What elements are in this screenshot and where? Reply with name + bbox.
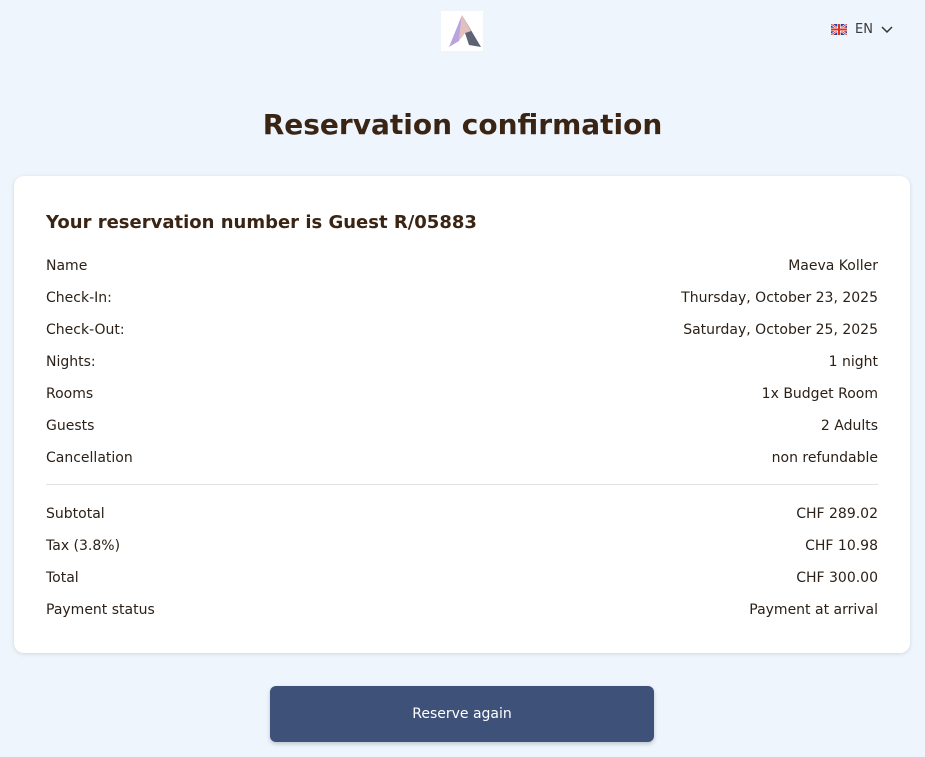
row-value: CHF 10.98	[805, 538, 878, 554]
row-label: Check-Out:	[46, 322, 125, 338]
mountain-logo-icon	[449, 15, 481, 47]
detail-row: Payment status Payment at arrival	[46, 594, 878, 626]
row-label: Payment status	[46, 602, 155, 618]
logo[interactable]	[441, 11, 483, 51]
row-value: 1x Budget Room	[761, 386, 878, 402]
reservation-details: Name Maeva Koller Check-In: Thursday, Octob…	[46, 250, 878, 474]
detail-row: Cancellation non refundable	[46, 442, 878, 474]
row-label: Subtotal	[46, 506, 105, 522]
language-selector[interactable]: EN	[831, 22, 893, 37]
detail-row: Name Maeva Koller	[46, 250, 878, 282]
divider	[46, 484, 878, 485]
detail-row: Guests 2 Adults	[46, 410, 878, 442]
detail-row: Rooms 1x Budget Room	[46, 378, 878, 410]
row-label: Total	[46, 570, 79, 586]
row-label: Name	[46, 258, 88, 274]
row-label: Check-In:	[46, 290, 112, 306]
row-value: CHF 300.00	[796, 570, 878, 586]
price-summary: Subtotal CHF 289.02 Tax (3.8%) CHF 10.98 Tot…	[46, 498, 878, 626]
reservation-number-heading: Your reservation number is Guest R/05883	[46, 212, 477, 233]
row-label: Cancellation	[46, 450, 133, 466]
reserve-again-button[interactable]: Reserve again	[270, 686, 654, 742]
detail-row: Subtotal CHF 289.02	[46, 498, 878, 530]
chevron-down-icon	[881, 25, 893, 33]
row-label: Guests	[46, 418, 95, 434]
detail-row: Check-Out: Saturday, October 25, 2025	[46, 314, 878, 346]
row-value: 1 night	[828, 354, 878, 370]
row-label: Rooms	[46, 386, 94, 402]
detail-row: Check-In: Thursday, October 23, 2025	[46, 282, 878, 314]
row-value: Thursday, October 23, 2025	[681, 290, 878, 306]
page-title: Reservation confirmation	[262, 108, 663, 141]
row-value: Saturday, October 25, 2025	[683, 322, 878, 338]
uk-flag-icon	[831, 24, 847, 35]
detail-row: Total CHF 300.00	[46, 562, 878, 594]
detail-row: Nights: 1 night	[46, 346, 878, 378]
row-value: non refundable	[771, 450, 878, 466]
row-value: Maeva Koller	[788, 258, 878, 274]
row-label: Tax (3.8%)	[46, 538, 121, 554]
row-value: CHF 289.02	[796, 506, 878, 522]
row-value: 2 Adults	[820, 418, 878, 434]
detail-row: Tax (3.8%) CHF 10.98	[46, 530, 878, 562]
language-label: EN	[855, 22, 873, 37]
reservation-card: Your reservation number is Guest R/05883…	[14, 176, 910, 653]
row-value: Payment at arrival	[749, 602, 878, 618]
row-label: Nights:	[46, 354, 96, 370]
